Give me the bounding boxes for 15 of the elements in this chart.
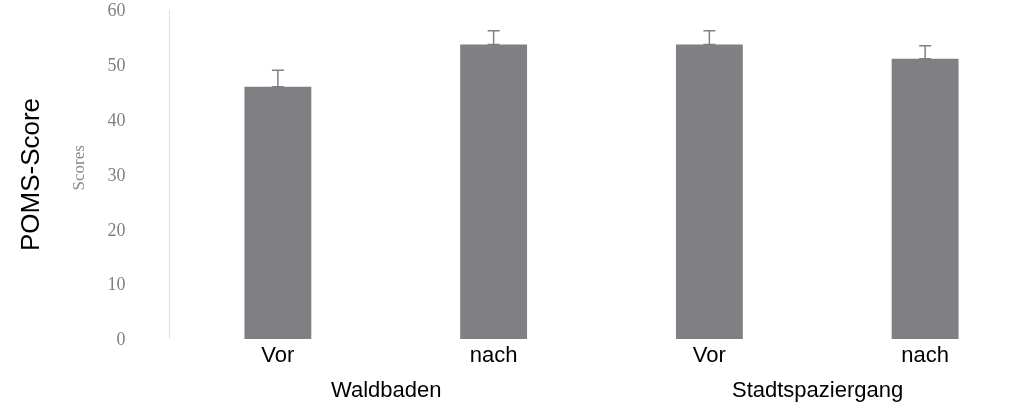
y-tick-label: 20 <box>107 219 126 240</box>
x-tick-label: nach <box>469 342 518 367</box>
x-tick-label: nach <box>901 342 949 367</box>
x-tick-label: Vor <box>261 342 295 367</box>
text: Stadtspaziergang <box>732 377 904 402</box>
y-tick-label: 50 <box>107 55 126 76</box>
y-tick-label: 10 <box>107 274 126 295</box>
y-axis-title: POMS-Score <box>14 97 45 252</box>
text: Scores <box>68 145 88 191</box>
text: Waldbaden <box>331 377 442 402</box>
y-tick-label: 30 <box>107 164 126 185</box>
y-tick-label: 60 <box>107 0 126 21</box>
y-tick-label: 0 <box>116 329 126 350</box>
y-tick-label: 40 <box>107 109 126 130</box>
x-tick-label: Vor <box>692 342 726 367</box>
